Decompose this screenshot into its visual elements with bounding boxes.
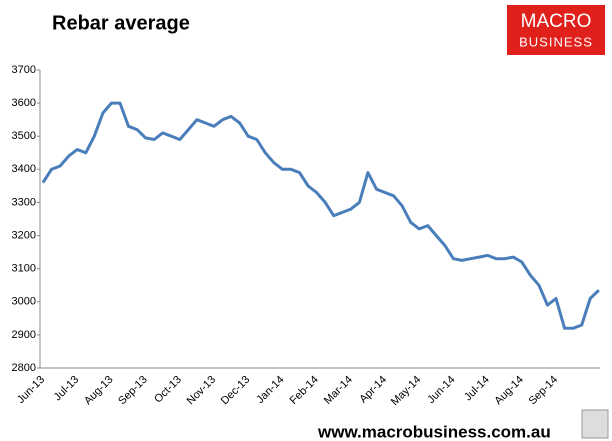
- chart-title: Rebar average: [52, 12, 190, 34]
- y-tick-label: 3700: [12, 64, 36, 76]
- x-tick-label: Mar-14: [322, 374, 355, 407]
- y-tick-label: 3500: [12, 130, 36, 142]
- x-tick-label: Nov-13: [185, 374, 219, 408]
- x-tick-label: Jul-14: [462, 374, 492, 404]
- x-tick-label: Feb-14: [288, 374, 321, 407]
- x-tick-label: Jul-13: [52, 374, 82, 404]
- y-tick-label: 3200: [12, 229, 36, 241]
- y-tick-label: 2800: [12, 362, 36, 374]
- fox-icon: [581, 409, 609, 439]
- x-tick-label: Apr-14: [357, 374, 389, 406]
- x-tick-label: Jan-14: [254, 374, 286, 406]
- x-tick-label: Jun-14: [425, 374, 457, 406]
- line: [41, 101, 600, 330]
- logo-top: MACRO: [521, 11, 592, 32]
- logo-bottom: BUSINESS: [519, 34, 593, 49]
- x-tick-label: Aug-14: [492, 374, 526, 408]
- y-tick-label: 3600: [12, 97, 36, 109]
- x-tick-label: Aug-13: [82, 374, 116, 408]
- x-tick-label: Dec-13: [219, 374, 253, 408]
- y-tick-label: 3300: [12, 196, 36, 208]
- y-tick-label: 3100: [12, 263, 36, 275]
- x-tick-label: Oct-13: [152, 374, 184, 406]
- x-tick-label: Sep-14: [527, 374, 561, 408]
- x-tick-label: Sep-13: [116, 374, 150, 408]
- y-tick-label: 3400: [12, 163, 36, 175]
- footer: www.macrobusiness.com.au: [317, 422, 551, 441]
- logo-box: [507, 5, 605, 55]
- y-tick-label: 2900: [12, 329, 36, 341]
- x-tick-label: May-14: [389, 374, 423, 408]
- x-tick-label: Jun-13: [15, 374, 47, 406]
- y-tick-label: 3000: [12, 296, 36, 308]
